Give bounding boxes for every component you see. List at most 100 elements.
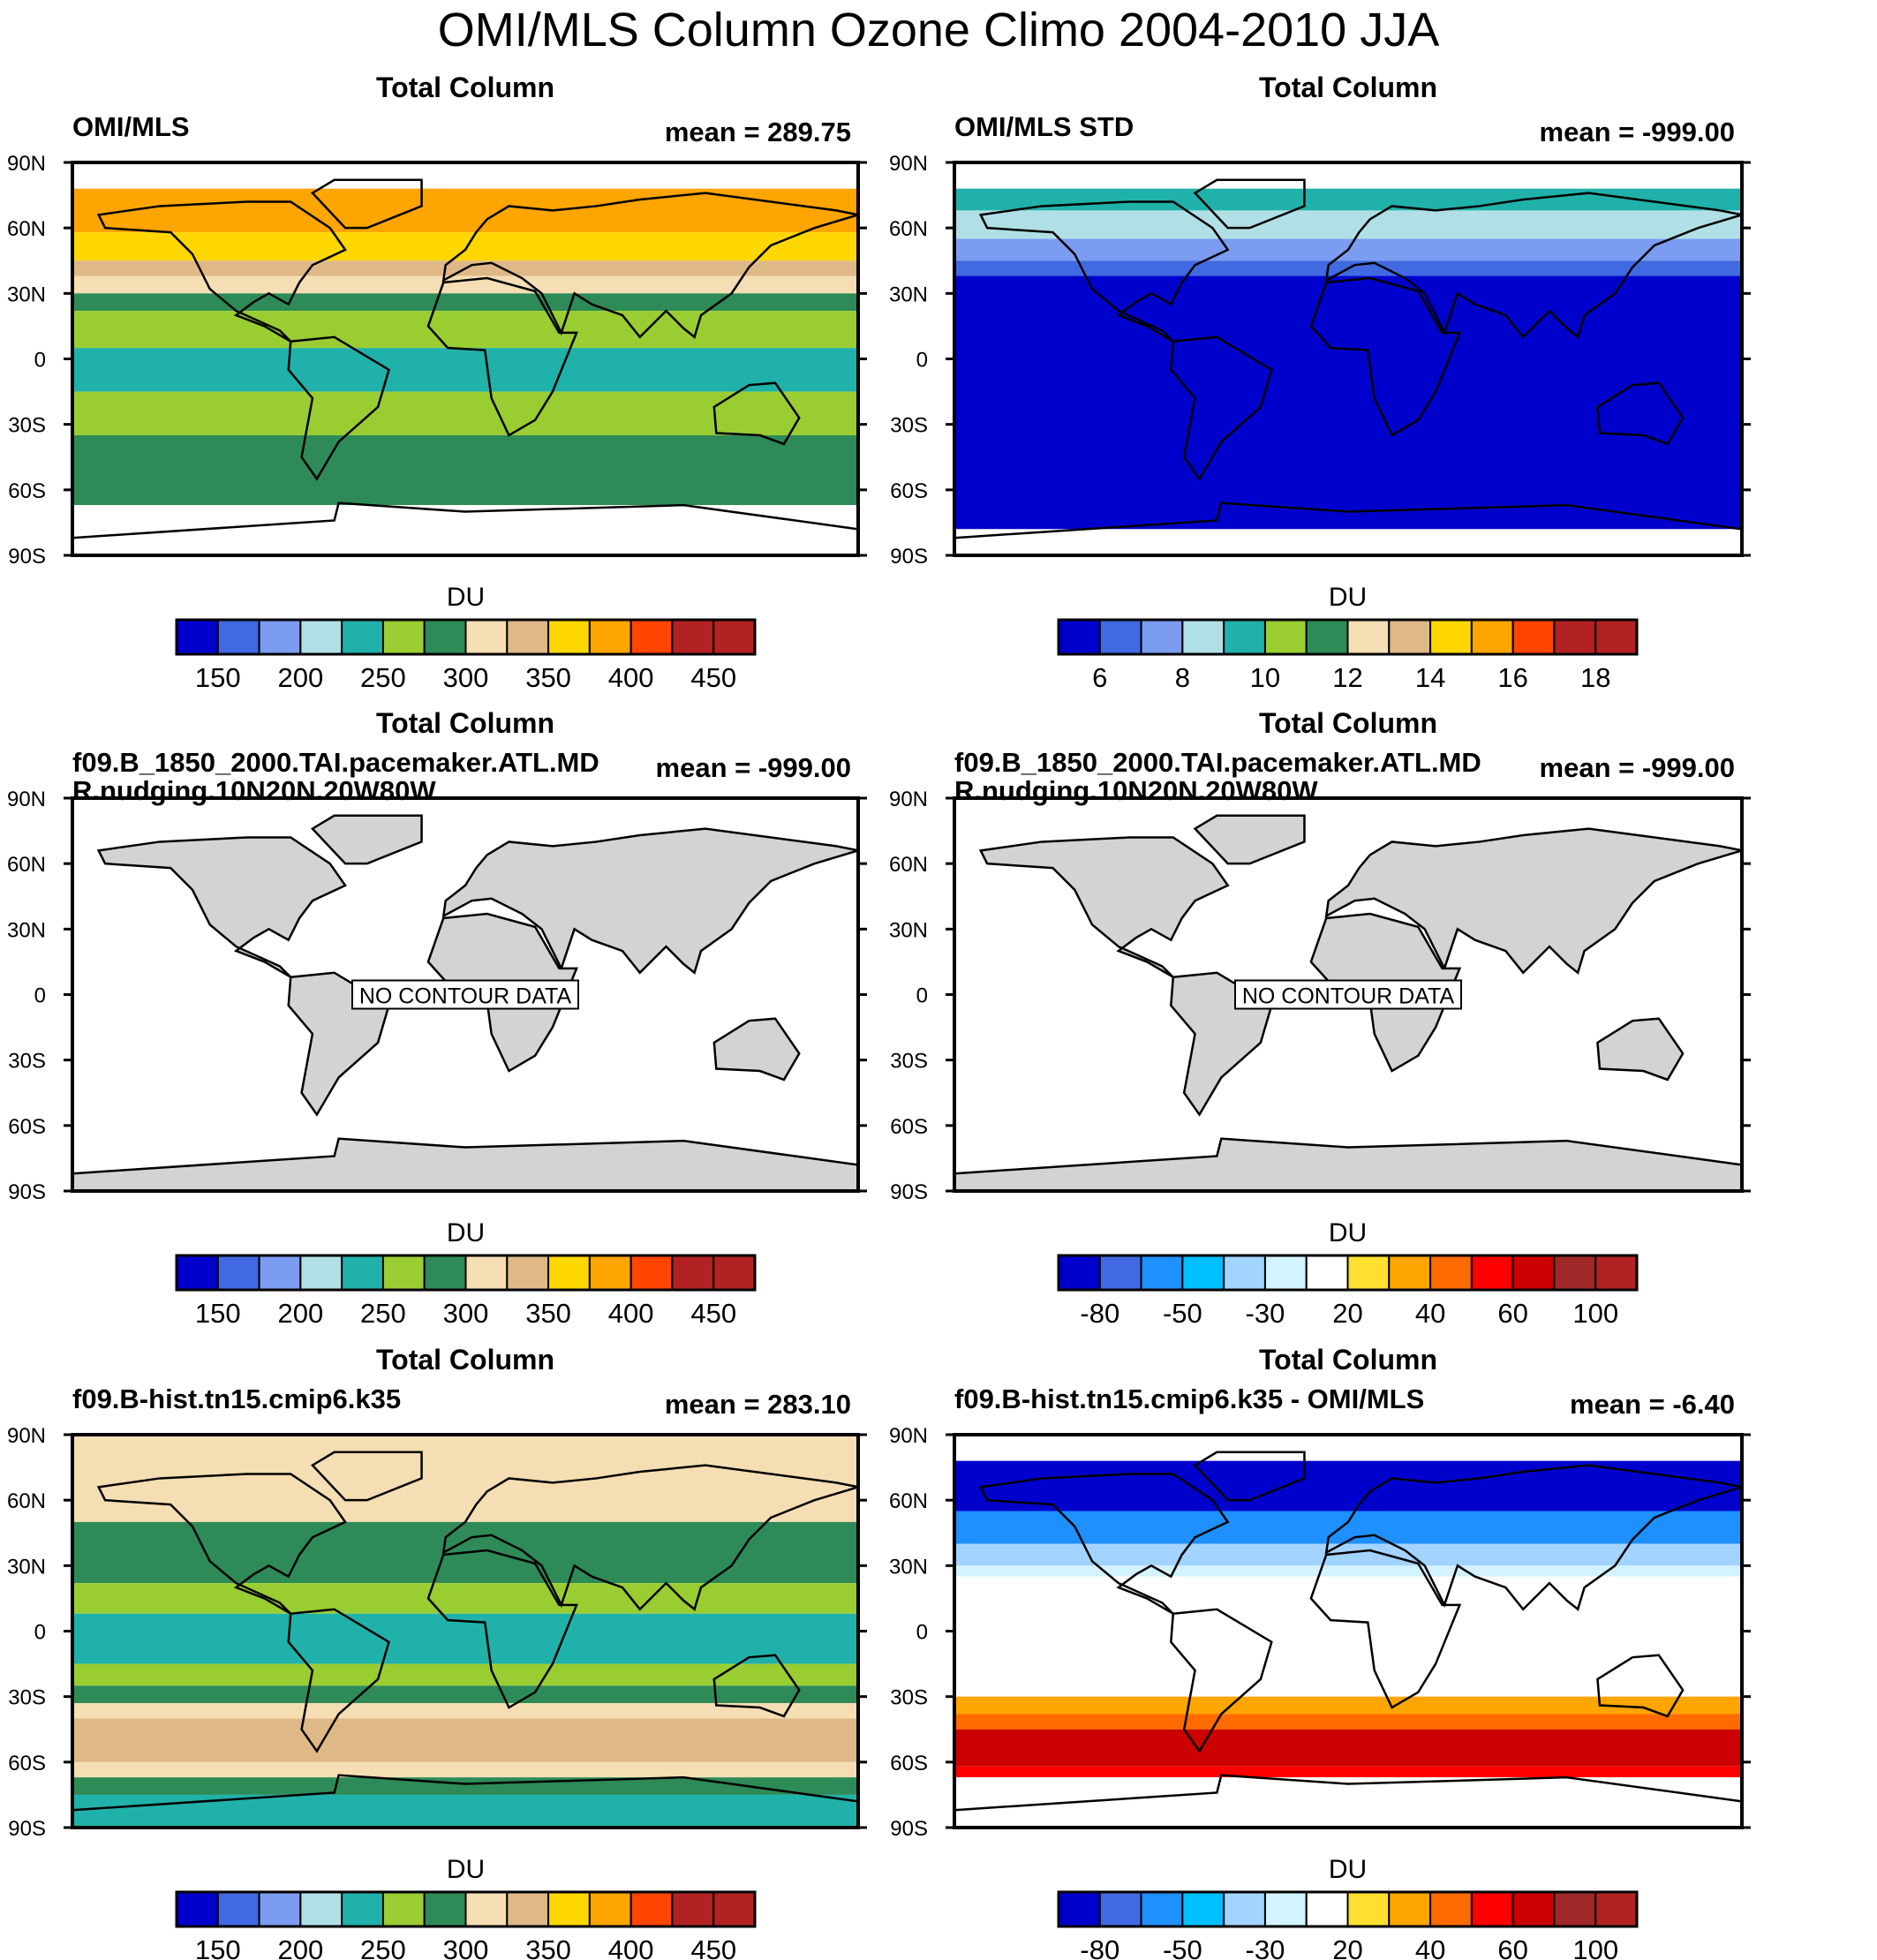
continent-south-america [1170,335,1273,481]
colorbar-label: -50 [1163,1934,1202,1960]
colorbar-label: 20 [1332,1934,1362,1960]
colorbar-swatch [1346,619,1391,655]
colorbar-swatch [1553,619,1597,655]
panel-header: Total Column [1259,72,1437,103]
contour-band [72,1435,858,1522]
colorbar-label: 300 [443,662,489,693]
colorbar-label: 350 [525,1298,571,1329]
map-panel-4: Total Column mean = -999.00 90N 60N 30N 0 30S 6… [889,707,1751,1204]
colorbar-label: 450 [690,1298,736,1329]
colorbar-swatch [1594,1255,1638,1291]
colorbar: DU -80 -50 -30 20 40 60 100 [1057,1855,1639,1960]
colorbar-swatch [588,619,632,655]
lat-label: 30N [7,283,46,306]
continent-north-america [978,200,1230,343]
lat-label: 60N [889,217,928,241]
lat-label: 60N [7,853,46,877]
lat-label: 90S [890,1817,928,1841]
colorbar: DU 150 200 250 300 350 400 450 [175,1855,757,1960]
colorbar-swatch [506,1891,550,1927]
lat-label: 90S [8,1180,46,1204]
colorbar-swatch [629,619,674,655]
lat-label: 0 [916,984,928,1008]
continent-antarctica [72,1774,858,1828]
continent-antarctica [72,501,858,555]
colorbar-swatch [1058,1255,1101,1291]
panel-mean: mean = -999.00 [1540,117,1735,147]
no-data-box [1234,979,1462,1010]
colorbar-label: 450 [690,1934,736,1960]
colorbar-label: 250 [360,662,406,693]
contour-band [72,348,858,392]
colorbar-swatch [1305,1255,1349,1291]
colorbar-label: -50 [1163,1298,1202,1329]
lat-label: 30S [890,1686,928,1710]
colorbar-swatch [671,619,715,655]
contour-band [72,1777,858,1795]
lat-label: 30N [889,283,928,306]
colorbar-swatch [216,619,260,655]
contour-band [72,1663,858,1686]
colorbar-swatch [258,1891,302,1927]
colorbar-swatch [1305,1891,1349,1927]
colorbar-swatch [381,1891,426,1927]
lat-label: 90N [889,1424,928,1448]
panel-mean: mean = -999.00 [656,752,851,783]
continent-antarctica [954,1137,1742,1191]
colorbar-swatch [588,1891,632,1927]
contour-band [954,188,1742,211]
colorbar: DU -80 -50 -30 20 40 60 100 [1057,1218,1639,1329]
colorbar-swatch [547,619,591,655]
panel-header: Total Column [376,1344,554,1376]
continent-north-america [978,1473,1230,1615]
map-panel-5: Total Column mean = 283.10 90N 60N 30N 0 30S 60… [7,1344,867,1841]
colorbar-swatch [381,1255,426,1291]
continent-africa [1309,276,1462,437]
colorbar-swatch [629,1255,674,1291]
continent-greenland [1193,814,1306,865]
colorbar-swatch [1223,619,1266,655]
colorbar-swatch [1594,1891,1638,1927]
panel-left-title: f09.B_1850_2000.TAI.pacemaker.ATL.MDR.nu… [72,747,599,806]
colorbar-swatch [1098,1255,1142,1291]
lat-label: 30S [8,1686,46,1710]
continent-greenland [1193,178,1306,230]
continent-australia [712,1654,801,1718]
colorbar-swatch [1429,1891,1473,1927]
lat-label: 30S [8,1050,46,1074]
colorbar-swatch [1181,1891,1225,1927]
colorbar-swatch [712,1891,757,1927]
contour-band [954,210,1742,239]
continent-africa [1309,1549,1462,1709]
panel-mean: mean = -999.00 [1540,752,1735,783]
lat-label: 90N [7,788,46,811]
colorbar-swatch [1058,1891,1101,1927]
colorbar-swatch [299,619,343,655]
colorbar-label: 200 [277,1298,323,1329]
colorbar-label: 40 [1415,1934,1445,1960]
panel-mean: mean = 283.10 [665,1389,851,1420]
contour-band [954,1696,1742,1715]
lat-label: 0 [34,349,46,373]
colorbar-swatch [258,619,302,655]
continent-australia [1596,1017,1685,1082]
no-data-box [351,979,579,1010]
colorbar-swatch [1181,619,1225,655]
lat-label: 90N [889,152,928,176]
colorbar-swatch [1263,1255,1308,1291]
colorbar-label: 60 [1497,1934,1527,1960]
panel-left-title: f09.B_1850_2000.TAI.pacemaker.ATL.MDR.nu… [954,747,1481,806]
colorbar-swatch [1388,1891,1432,1927]
colorbar-swatch [299,1891,343,1927]
lat-label: 60S [890,1115,928,1139]
no-data-label: NO CONTOUR DATA [1242,984,1455,1009]
contour-band [72,1718,858,1762]
colorbar-label: -30 [1246,1934,1285,1960]
lat-label: 60N [7,217,46,241]
lat-label: 90S [8,1817,46,1841]
colorbar-swatch [1553,1891,1597,1927]
contour-band [72,311,858,349]
lat-label: 30N [889,918,928,942]
map-panel-6: Total Column mean = -6.40 90N 60N 30N 0 30S 60S… [889,1344,1751,1841]
lat-label: 30N [889,1555,928,1579]
